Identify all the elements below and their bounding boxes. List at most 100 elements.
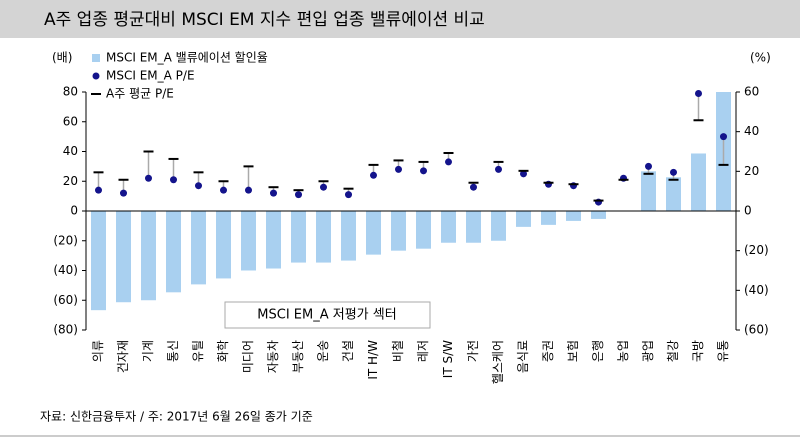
bar [166,211,181,293]
legend-label: MSCI EM_A P/E [106,69,195,83]
dot-mark [520,170,527,178]
dot-mark [445,158,452,166]
y2-tick-label: (40) [744,283,769,297]
title-bar [0,0,800,38]
bar [216,211,231,279]
y-tick-label: 0 [70,204,78,218]
x-tick-label: 자동차 [266,340,280,373]
dot-mark [395,165,402,173]
y-axis-label: (배) [52,51,72,65]
bar [316,211,331,263]
bar [141,211,156,301]
dot-mark [295,191,302,199]
legend-swatch [92,72,100,80]
dot-mark [720,133,727,141]
x-tick-label: 유통 [716,340,730,362]
y2-tick-label: 60 [744,85,759,99]
x-tick-label: 헬스케어 [491,340,505,384]
x-tick-label: 증권 [541,340,555,362]
dot-mark [670,168,677,176]
annotation: MSCI EM_A 저평가 섹터 [257,308,396,323]
x-tick-label: 화학 [216,340,230,362]
dot-mark [370,171,377,179]
bar [441,211,456,243]
x-tick-label: 미디어 [241,340,255,373]
y2-tick-label: (60) [744,323,769,337]
y2-tick-label: 40 [744,124,759,138]
y2-tick-label: (20) [744,243,769,257]
legend-label: A주 평균 P/E [106,87,174,101]
dot-mark [495,165,502,173]
x-tick-label: 레저 [416,340,430,362]
x-tick-label: 부동산 [291,340,305,373]
x-tick-label: 유틸 [191,340,205,362]
dot-mark [120,189,127,197]
x-tick-label: 기계 [141,340,155,362]
bar [391,211,406,251]
dot-mark [170,176,177,184]
bar [466,211,481,243]
y2-tick-label: 0 [744,204,752,218]
dot-mark [320,183,327,191]
bar [541,211,556,225]
x-tick-label: 농업 [616,340,630,362]
dot-mark [695,89,702,97]
bar [566,211,581,221]
y-tick-label: (40) [53,263,78,277]
bar [366,211,381,255]
y-tick-label: 80 [63,85,78,99]
source: 자료: 신한금융투자 / 주: 2017년 6월 26일 종가 기준 [40,410,313,424]
x-tick-label: 국방 [691,340,705,362]
bar [516,211,531,227]
bar [691,153,706,211]
bar [341,211,356,261]
y2-axis-label: (%) [750,51,771,65]
annotation-box [224,301,431,329]
x-tick-label: 운송 [316,340,330,362]
y-tick-label: (20) [53,233,78,247]
x-tick-label: 보험 [566,340,580,362]
bar [666,177,681,211]
x-tick-label: 음식료 [516,340,530,373]
x-tick-label: 건자재 [116,340,130,373]
dot-mark [345,191,352,199]
dot-mark [270,189,277,197]
dot-mark [420,167,427,175]
y-tick-label: (80) [53,323,78,337]
x-tick-label: IT S/W [441,340,455,378]
bar [241,211,256,271]
y2-tick-label: 20 [744,164,759,178]
bar [641,171,656,211]
dot-mark [470,183,477,191]
x-tick-label: 비철 [391,340,405,362]
x-tick-label: 철강 [666,340,680,362]
bar [491,211,506,241]
y-tick-label: 40 [63,144,78,158]
dot-mark [145,174,152,182]
dot-mark [195,182,202,190]
bar [591,211,606,219]
y-tick-label: 60 [63,114,78,128]
x-tick-label: 가전 [466,340,480,362]
dot-mark [95,186,102,194]
x-tick-label: IT H/W [366,340,380,380]
legend-label: MSCI EM_A 밸류에이션 할인율 [106,51,268,65]
dot-mark [245,186,252,194]
x-tick-label: 의류 [91,340,105,362]
bar [116,211,131,303]
dot-mark [220,186,227,194]
bar [191,211,206,285]
x-tick-label: 통신 [166,340,180,362]
dot-mark [645,162,652,170]
legend-swatch [92,54,100,62]
bar [91,211,106,311]
y-tick-label: (60) [53,293,78,307]
bar [416,211,431,249]
bar [291,211,306,263]
x-tick-label: 광업 [641,340,655,362]
y-tick-label: 20 [63,174,78,188]
chart-title: A주 업종 평균대비 MSCI EM 지수 편입 업종 밸류에이션 비교 [44,10,485,30]
bar [266,211,281,269]
x-tick-label: 건설 [341,340,355,362]
